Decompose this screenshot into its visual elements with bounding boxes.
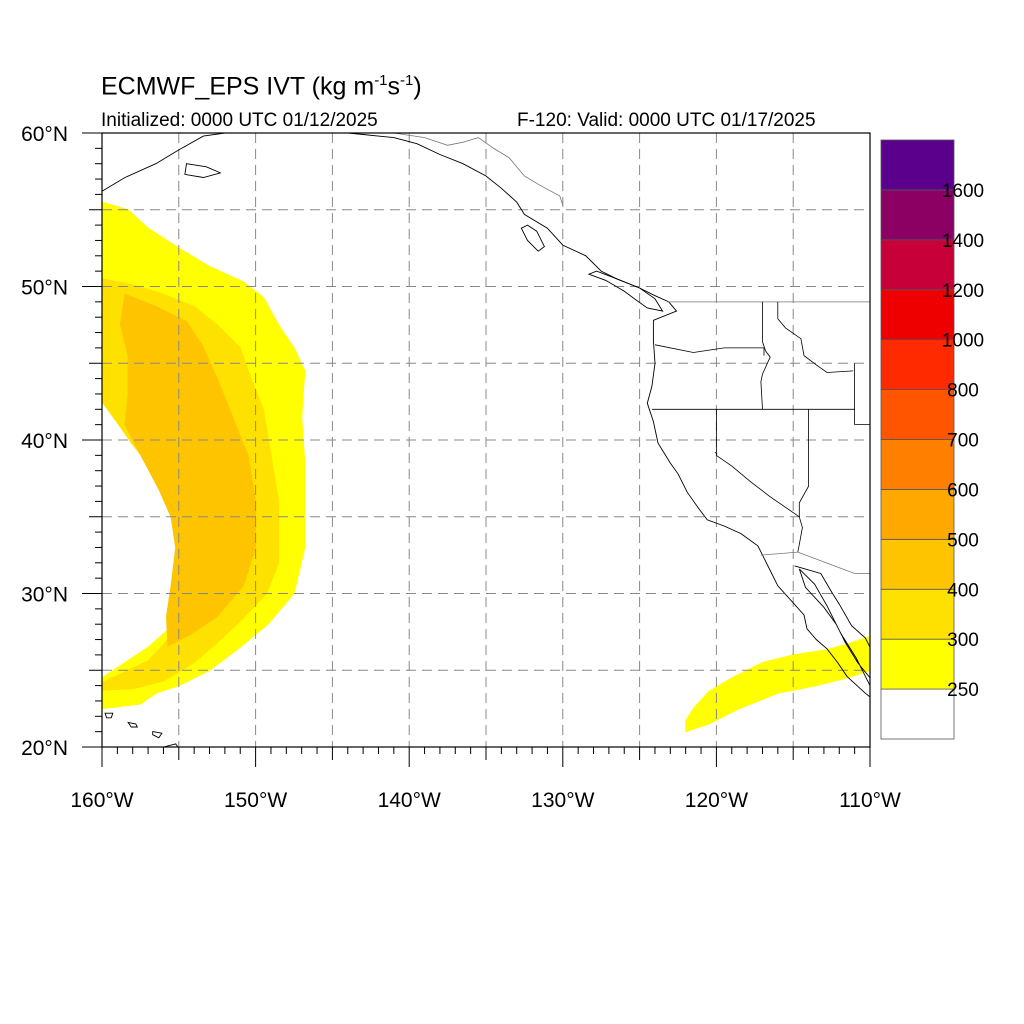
- colorbar-label: 1400: [942, 231, 984, 252]
- coastline-vancouver-island: [587, 270, 664, 312]
- coastline-hawaii-big: [162, 743, 179, 747]
- ivt-field-layer: [102, 201, 870, 733]
- colorbar-label: 700: [947, 431, 979, 452]
- political-borders-layer: [393, 133, 870, 574]
- colorbar-swatch: [880, 638, 955, 690]
- border-us-mexico: [760, 551, 870, 574]
- valid-time-label: F-120: Valid: 0000 UTC 01/17/2025: [517, 110, 816, 131]
- x-tick-label: 150°W: [224, 789, 287, 812]
- colorbar-swatch: [880, 239, 955, 291]
- x-tick-label: 110°W: [839, 789, 901, 812]
- border-id-mt: [777, 301, 854, 373]
- axis-ticks: 160°W 150°W 140°W 130°W 120°W 110°W 60°N 50°N 40…: [21, 123, 901, 812]
- colorbar-label: 800: [947, 381, 979, 402]
- x-tick-label: 140°W: [378, 789, 441, 812]
- coastline-layer: [102, 133, 870, 747]
- colorbar-swatch: [880, 289, 955, 341]
- coastline-kodiak: [184, 163, 222, 178]
- coastline-hawaii-maui: [152, 731, 163, 739]
- border-or-id: [760, 350, 771, 410]
- x-tick-label: 120°W: [685, 789, 748, 812]
- colorbar-swatch: [880, 339, 955, 390]
- border-id-ut-nv: [797, 409, 809, 553]
- colorbar-swatch: [880, 439, 955, 490]
- y-tick-label: 50°N: [21, 277, 68, 300]
- coastline-mainland-gulf: [794, 565, 870, 648]
- border-ut-co: [854, 424, 870, 426]
- ivt-plume-east-250: [685, 635, 870, 733]
- coastline-north-america: [102, 133, 870, 698]
- y-tick-label: 30°N: [21, 584, 68, 607]
- coastline-haida-gwaii: [520, 224, 545, 252]
- ivt-plume-west-400: [119, 293, 257, 647]
- colorbar-swatch: [880, 688, 955, 740]
- x-tick-label: 130°W: [531, 789, 594, 812]
- colorbar-label: 400: [947, 580, 979, 601]
- colorbar: 250 300 400 500 600 700 800 1000 1200 1400 1600: [880, 139, 984, 740]
- y-tick-label: 20°N: [21, 737, 68, 760]
- colorbar-label: 1600: [942, 181, 984, 202]
- coastline-hawaii-kauai: [104, 712, 114, 719]
- x-tick-label: 160°W: [70, 789, 133, 812]
- border-wa-id: [762, 301, 766, 352]
- y-tick-label: 60°N: [21, 123, 68, 146]
- colorbar-label: 600: [947, 480, 979, 501]
- map-title: ECMWF_EPS IVT (kg m-1s-1): [101, 72, 422, 101]
- colorbar-swatch: [880, 588, 955, 640]
- border-alaska-bc: [393, 133, 564, 206]
- y-tick-label: 40°N: [21, 430, 68, 453]
- colorbar-swatch: [880, 538, 955, 590]
- colorbar-label: 250: [947, 680, 979, 701]
- colorbar-swatch: [880, 389, 955, 440]
- border-ca-nv: [716, 409, 800, 518]
- colorbar-label: 300: [947, 630, 979, 651]
- colorbar-label: 500: [947, 530, 979, 551]
- border-wa-or: [654, 344, 765, 356]
- colorbar-label: 1200: [942, 281, 984, 302]
- initialized-time-label: Initialized: 0000 UTC 01/12/2025: [101, 110, 378, 131]
- border-tahoe: [714, 451, 718, 455]
- graticule: [102, 133, 870, 747]
- colorbar-swatch: [880, 139, 955, 191]
- colorbar-swatch: [880, 489, 955, 540]
- colorbar-label: 1000: [942, 331, 984, 352]
- coastline-hawaii-oahu: [127, 721, 139, 728]
